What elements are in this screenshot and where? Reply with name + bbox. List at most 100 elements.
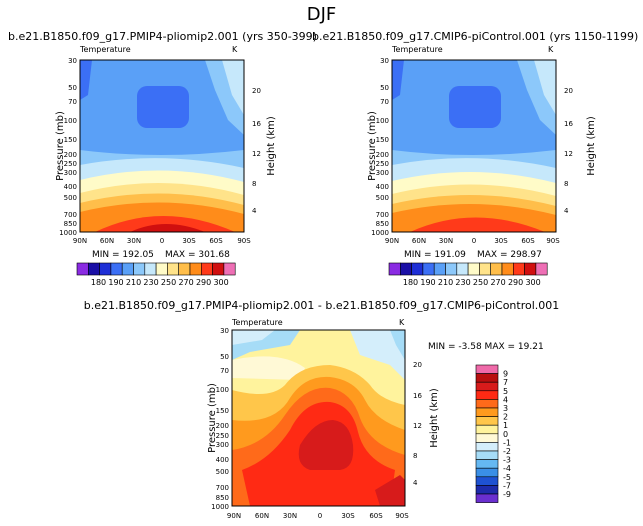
panel1-colorbar-label: 300: [213, 278, 228, 287]
panel1-xtick: 30S: [182, 237, 196, 245]
panel2-ytick: 30: [380, 57, 389, 65]
panel3-ytick: 850: [216, 494, 229, 502]
panel2-subtitle: Temperature: [392, 45, 443, 54]
panel2-ytick: 150: [376, 136, 389, 144]
panel3-colorbar-swatch: [475, 450, 499, 460]
panel1-ytick: 70: [68, 98, 77, 106]
panel2-colorbar-label: 290: [508, 278, 523, 287]
panel3-colorbar-label: -2: [503, 447, 511, 456]
panel3-xtick: 30N: [283, 512, 297, 520]
panel3-colorbar-swatch: [475, 364, 499, 374]
panel1-units: K: [232, 45, 238, 54]
panel2-title: b.e21.B1850.f09_g17.CMIP6-piControl.001 …: [312, 30, 639, 43]
panel3-y2label: Height (km): [429, 388, 440, 448]
panel1-colorbar-swatch: [223, 262, 236, 276]
panel3-colorbar-label: 3: [503, 404, 508, 413]
panel2-xtick: 0: [472, 237, 476, 245]
panel2-region-polar-cold: [392, 60, 404, 100]
panel2-ytick: 500: [376, 194, 389, 202]
panel3-title: b.e21.B1850.f09_g17.PMIP4-pliomip2.001 -…: [83, 299, 560, 312]
panel1-ytick: 150: [64, 136, 77, 144]
panel1-region-polar-cold: [80, 60, 92, 100]
panel3-xtick: 60S: [369, 512, 383, 520]
panel3-units: K: [399, 318, 405, 327]
panel2-units: K: [548, 45, 554, 54]
panel3-xtick: 0: [318, 512, 322, 520]
panel2-colorbar-label: 180: [403, 278, 418, 287]
panel3-colorbar-swatch: [475, 459, 499, 469]
panel3-xtick: 90S: [395, 512, 409, 520]
panel3-colorbar-swatch: [475, 476, 499, 486]
panel1-ytick: 850: [64, 220, 77, 228]
panel3-y2tick: 4: [413, 479, 418, 487]
figure-title: DJF: [306, 4, 337, 25]
panel3-ytick: 700: [216, 484, 229, 492]
panel2-max-label: MAX = 298.97: [477, 250, 542, 260]
panel2-xtick: 60N: [412, 237, 426, 245]
panel3-colorbar-label: 1: [503, 421, 508, 430]
panel1-ytick: 400: [64, 183, 77, 191]
panel1-xtick: 60N: [100, 237, 114, 245]
panel1-colorbar-label: 270: [178, 278, 193, 287]
panel3-colorbar-label: 7: [503, 378, 508, 387]
panel3-band-7: [298, 420, 354, 470]
panel3-y2tick: 20: [413, 361, 422, 369]
panel2-y2tick: 4: [564, 207, 569, 215]
panel2-xtick: 60S: [521, 237, 535, 245]
panel3-ylabel: Pressure (mb): [207, 383, 218, 453]
panel1-plot-area: [79, 59, 245, 233]
panel3-colorbar-swatch: [475, 381, 499, 392]
panel3-colorbar-swatch: [475, 493, 499, 503]
panel1-colorbar-label: 230: [143, 278, 158, 287]
panel1-y2label: Height (km): [266, 116, 277, 176]
panel3-colorbar-swatch: [475, 399, 499, 409]
panel3-y2tick: 8: [413, 452, 417, 460]
panel1-band-290: [95, 216, 235, 232]
panel3-colorbar-swatch: [475, 433, 499, 443]
panel1-region-cold-core: [137, 86, 189, 128]
panel3-ytick: 500: [216, 468, 229, 476]
panel2-ytick: 700: [376, 211, 389, 219]
panel3-colorbar-label: -1: [503, 438, 511, 447]
panel3-ytick: 150: [216, 407, 229, 415]
panel1-min-label: MIN = 192.05: [92, 250, 154, 260]
panel3-region-neg-right: [350, 330, 405, 380]
panel2-colorbar-label: 190: [420, 278, 435, 287]
panel3-subtitle: Temperature: [232, 318, 283, 327]
panel1-region-polar-warm: [222, 60, 244, 115]
panel3-y2tick: 16: [413, 392, 422, 400]
panel3-ytick: 250: [216, 432, 229, 440]
panel3-region-neg-light: [232, 330, 275, 345]
panel1-ytick: 100: [64, 117, 77, 125]
panel2-ytick: 70: [380, 98, 389, 106]
panel1-title: b.e21.B1850.f09_g17.PMIP4-pliomip2.001 (…: [8, 30, 317, 43]
panel1-xtick: 60S: [209, 237, 223, 245]
panel1-ylabel: Pressure (mb): [55, 111, 66, 181]
panel3-plot-area: [231, 329, 406, 507]
panel3-colorbar-swatch: [475, 407, 499, 417]
panel2-colorbar-label: 250: [473, 278, 488, 287]
panel2-y2tick: 20: [564, 87, 573, 95]
panel3-colorbar-swatch: [475, 424, 499, 435]
panel1-ytick: 1000: [59, 229, 77, 237]
panel2-region-cold-core: [449, 86, 501, 128]
panel3-colorbar-label: -9: [503, 490, 511, 499]
panel2-colorbar-label: 230: [455, 278, 470, 287]
panel1-subtitle: Temperature: [80, 45, 131, 54]
panel3-colorbar-swatch: [475, 416, 499, 426]
panel1-xtick: 90N: [73, 237, 87, 245]
panel2-ylabel: Pressure (mb): [367, 111, 378, 181]
panel2-xtick: 30S: [494, 237, 508, 245]
panel3-colorbar-label: 0: [503, 430, 508, 439]
panel2-ytick: 400: [376, 183, 389, 191]
panel3-colorbar-label: 4: [503, 395, 508, 404]
panel2-band-290: [410, 217, 545, 232]
panel1-max-label: MAX = 301.68: [165, 250, 230, 260]
panel3-ytick: 400: [216, 456, 229, 464]
panel2-colorbar-label: 210: [438, 278, 453, 287]
panel2-y2label: Height (km): [586, 116, 597, 176]
panel2-plot-area: [391, 59, 557, 233]
panel3-frame: [231, 329, 406, 507]
